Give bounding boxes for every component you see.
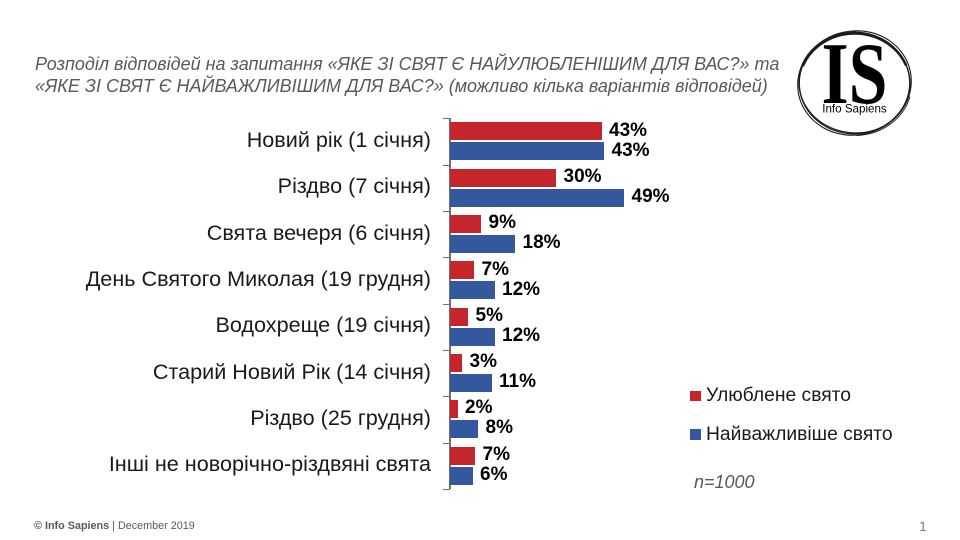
svg-text:IS: IS: [821, 25, 887, 122]
svg-text:Info Sapiens: Info Sapiens: [822, 103, 887, 116]
